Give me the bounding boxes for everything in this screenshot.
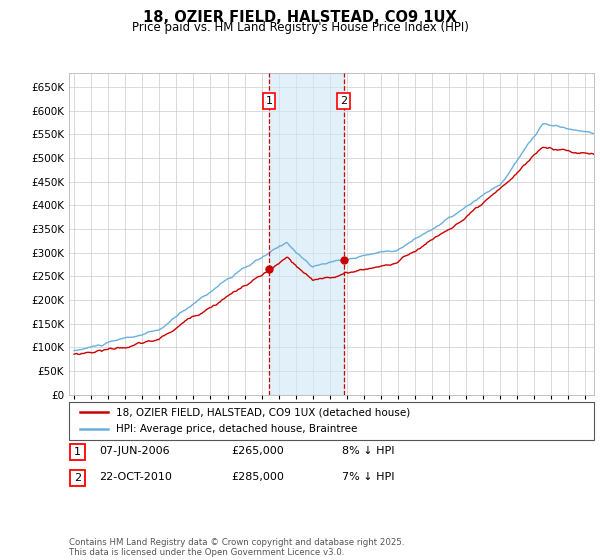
FancyBboxPatch shape	[69, 402, 594, 440]
Text: 07-JUN-2006: 07-JUN-2006	[99, 446, 170, 456]
FancyBboxPatch shape	[70, 470, 85, 486]
FancyBboxPatch shape	[70, 444, 85, 460]
Bar	[269, 73, 344, 395]
Text: Contains HM Land Registry data © Crown copyright and database right 2025.
This d: Contains HM Land Registry data © Crown c…	[69, 538, 404, 557]
Text: Price paid vs. HM Land Registry's House Price Index (HPI): Price paid vs. HM Land Registry's House …	[131, 21, 469, 34]
Text: £265,000: £265,000	[231, 446, 284, 456]
Text: 18, OZIER FIELD, HALSTEAD, CO9 1UX: 18, OZIER FIELD, HALSTEAD, CO9 1UX	[143, 10, 457, 25]
Text: 8% ↓ HPI: 8% ↓ HPI	[342, 446, 395, 456]
Text: 7% ↓ HPI: 7% ↓ HPI	[342, 472, 395, 482]
Text: 1: 1	[74, 447, 81, 457]
Text: 18, OZIER FIELD, HALSTEAD, CO9 1UX (detached house): 18, OZIER FIELD, HALSTEAD, CO9 1UX (deta…	[116, 407, 410, 417]
Text: £285,000: £285,000	[231, 472, 284, 482]
Text: 1: 1	[266, 96, 272, 106]
Text: 2: 2	[340, 96, 347, 106]
Text: HPI: Average price, detached house, Braintree: HPI: Average price, detached house, Brai…	[116, 424, 358, 434]
Text: 22-OCT-2010: 22-OCT-2010	[99, 472, 172, 482]
Text: 2: 2	[74, 473, 81, 483]
